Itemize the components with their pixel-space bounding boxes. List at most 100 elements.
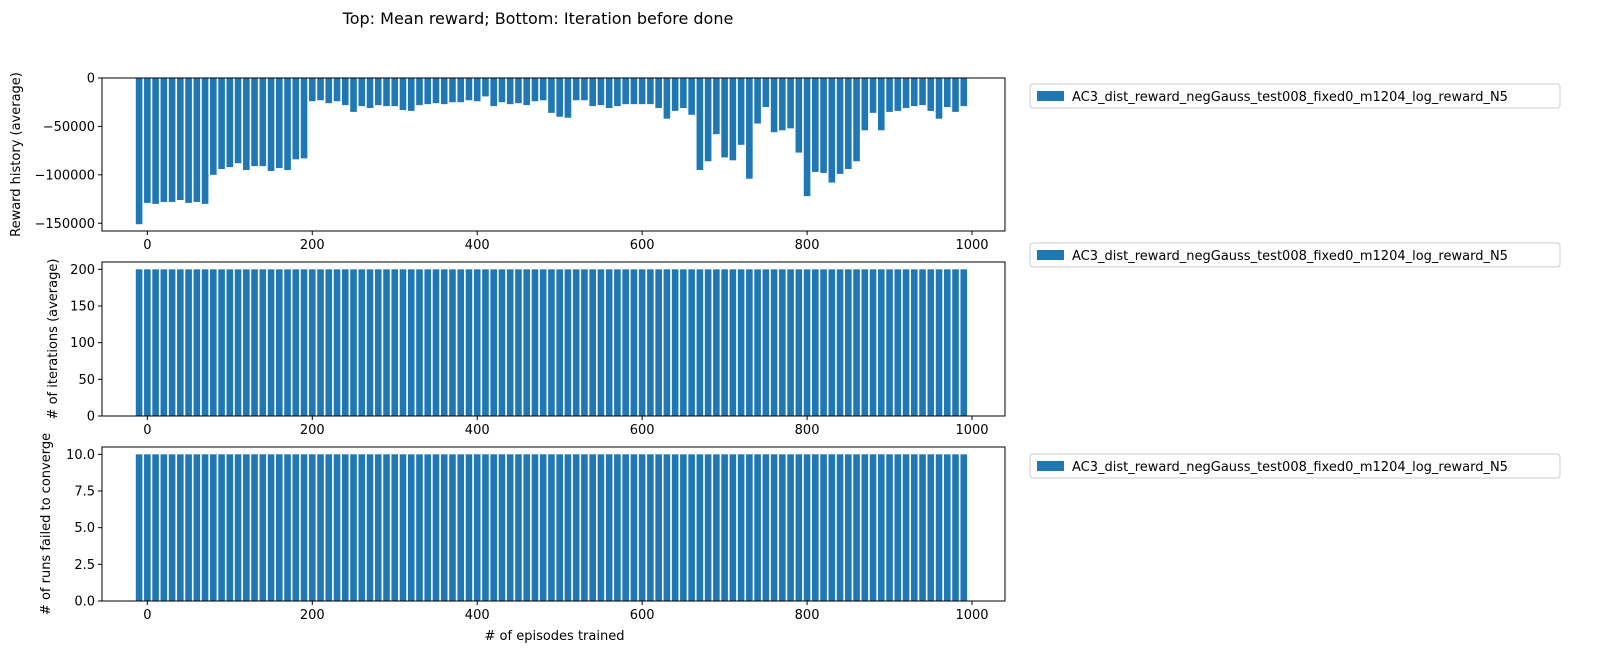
bar — [655, 269, 662, 416]
bar — [152, 78, 159, 204]
legend-label: AC3_dist_reward_negGauss_test008_fixed0_… — [1072, 249, 1508, 264]
bar — [234, 78, 242, 164]
bar — [605, 269, 613, 416]
bar — [308, 78, 316, 102]
legend-frame — [1029, 83, 1561, 109]
bar — [284, 454, 291, 601]
bar — [770, 78, 778, 133]
bar — [465, 269, 473, 416]
bar — [267, 454, 275, 601]
bar — [886, 454, 893, 601]
bar — [341, 78, 349, 106]
bar — [259, 78, 267, 167]
bar — [234, 269, 242, 416]
bar — [647, 78, 654, 105]
bar — [556, 269, 563, 416]
bar — [210, 78, 217, 175]
bar — [144, 269, 151, 416]
bar — [407, 454, 415, 601]
bar — [490, 454, 498, 601]
bar — [193, 78, 201, 202]
x-tick-label: 800 — [795, 608, 820, 623]
bar — [812, 269, 819, 416]
bar — [177, 269, 184, 416]
bar — [374, 454, 382, 601]
bar-series — [135, 78, 968, 225]
bar — [564, 454, 572, 601]
bar — [383, 78, 390, 107]
bar — [317, 454, 324, 601]
bar — [630, 269, 638, 416]
bar — [655, 454, 662, 601]
bar — [688, 78, 695, 115]
bar — [399, 269, 407, 416]
bar — [812, 78, 819, 172]
bar — [919, 454, 926, 601]
bar — [721, 78, 728, 158]
bar — [473, 269, 481, 416]
bar — [243, 78, 250, 170]
bar — [292, 78, 300, 160]
bar — [597, 454, 605, 601]
bar — [490, 78, 498, 107]
y-axis-label: # of iterations (average) — [46, 259, 61, 420]
bar — [564, 78, 572, 118]
bar — [308, 454, 316, 601]
bar — [243, 269, 250, 416]
x-tick-label: 1000 — [955, 423, 988, 438]
bar — [350, 454, 357, 601]
bar — [853, 454, 860, 601]
bar-series — [135, 454, 968, 601]
bar — [251, 78, 258, 167]
bar — [449, 78, 456, 103]
bar — [317, 78, 324, 101]
bar — [185, 78, 192, 203]
bar — [581, 454, 588, 601]
bar — [589, 454, 596, 601]
bar — [523, 269, 530, 416]
y-tick-label: 150 — [70, 300, 95, 315]
bar — [457, 78, 465, 103]
bar — [548, 269, 555, 416]
legend-frame — [1029, 242, 1561, 268]
bar — [226, 269, 234, 416]
bar — [539, 78, 547, 101]
bar — [878, 78, 885, 131]
bar — [795, 269, 803, 416]
bar — [638, 269, 646, 416]
y-tick-label: 2.5 — [74, 558, 95, 573]
bar — [845, 269, 852, 416]
bar — [473, 454, 481, 601]
bar — [185, 269, 192, 416]
bar — [894, 78, 902, 111]
bar-series — [135, 269, 968, 416]
bar — [144, 454, 151, 601]
bar — [869, 454, 877, 601]
bar — [688, 454, 695, 601]
x-tick-label: 1000 — [955, 608, 988, 623]
bar — [366, 269, 374, 416]
bar — [201, 454, 209, 601]
bar — [638, 78, 646, 105]
x-tick-label: 200 — [300, 608, 325, 623]
bar — [713, 269, 720, 416]
bar — [193, 269, 201, 416]
bar — [168, 269, 176, 416]
bar — [432, 78, 440, 104]
bar — [358, 269, 366, 416]
bar — [779, 269, 786, 416]
bar — [927, 78, 935, 111]
bar — [144, 78, 151, 203]
bar — [886, 269, 893, 416]
subplot-1: 0 200 400 600 800 1000 0 −50000 −100000 −150000 Re… — [9, 72, 1561, 253]
y-axis-label: # of runs failed to converge — [39, 433, 54, 615]
bar — [523, 78, 530, 106]
bar — [803, 78, 811, 197]
bar — [828, 269, 836, 416]
bar — [424, 454, 432, 601]
subplot-3: 0 200 400 600 800 1000 0.0 2.5 5.0 7.5 10.0 # of ru… — [39, 433, 1561, 644]
bar — [226, 78, 234, 168]
bar — [135, 78, 143, 225]
bar — [407, 269, 415, 416]
bar — [869, 269, 877, 416]
